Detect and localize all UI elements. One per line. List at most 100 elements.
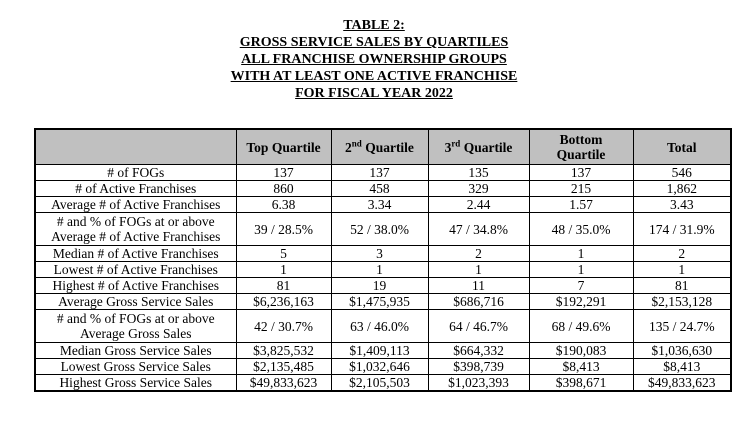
value-cell: 7: [528, 277, 634, 294]
value-cell: 6.38: [235, 196, 332, 213]
value-cell: 329: [427, 180, 530, 197]
title-line: FOR FISCAL YEAR 2022: [295, 86, 453, 101]
value-cell: $1,036,630: [632, 342, 732, 359]
value-cell: 137: [528, 164, 634, 181]
value-cell: $1,023,393: [427, 374, 530, 392]
table-row: Highest Gross Service Sales $49,833,623 …: [34, 374, 732, 392]
value-cell: $2,153,128: [632, 293, 732, 310]
value-cell: 1: [632, 261, 732, 278]
value-cell: 19: [330, 277, 429, 294]
value-cell: 42 / 30.7%: [235, 309, 332, 343]
value-cell: 1: [427, 261, 530, 278]
value-cell: 1.57: [528, 196, 634, 213]
value-cell: 81: [235, 277, 332, 294]
value-cell: $2,135,485: [235, 358, 332, 375]
value-cell: 2: [427, 245, 530, 262]
value-cell: 11: [427, 277, 530, 294]
value-cell: $686,716: [427, 293, 530, 310]
table-row: Average # of Active Franchises 6.38 3.34…: [34, 196, 732, 213]
row-label: Median # of Active Franchises: [34, 245, 237, 262]
value-cell: 137: [235, 164, 332, 181]
row-label: Lowest # of Active Franchises: [34, 261, 237, 278]
value-cell: 458: [330, 180, 429, 197]
table-header-row: Top Quartile 2nd Quartile 3rd Quartile B…: [34, 128, 732, 165]
value-cell: 135: [427, 164, 530, 181]
value-cell: $664,332: [427, 342, 530, 359]
value-cell: $8,413: [632, 358, 732, 375]
column-header-2nd-quartile: 2nd Quartile: [330, 128, 429, 165]
table-row: Lowest Gross Service Sales $2,135,485 $1…: [34, 358, 732, 375]
value-cell: $398,739: [427, 358, 530, 375]
value-cell: 546: [632, 164, 732, 181]
row-label: # of FOGs: [34, 164, 237, 181]
value-cell: 1: [330, 261, 429, 278]
row-label: # and % of FOGs at or above Average # of…: [34, 212, 237, 246]
row-label: Highest # of Active Franchises: [34, 277, 237, 294]
value-cell: 135 / 24.7%: [632, 309, 732, 343]
column-header-top-quartile: Top Quartile: [235, 128, 332, 165]
value-cell: 1: [528, 261, 634, 278]
value-cell: $398,671: [528, 374, 634, 392]
value-cell: 63 / 46.0%: [330, 309, 429, 343]
value-cell: $1,475,935: [330, 293, 429, 310]
table-row: Average Gross Service Sales $6,236,163 $…: [34, 293, 732, 310]
value-cell: 215: [528, 180, 634, 197]
value-cell: 47 / 34.8%: [427, 212, 530, 246]
value-cell: $1,409,113: [330, 342, 429, 359]
value-cell: 1,862: [632, 180, 732, 197]
title-line: TABLE 2:: [343, 18, 405, 33]
value-cell: 3.34: [330, 196, 429, 213]
value-cell: 64 / 46.7%: [427, 309, 530, 343]
value-cell: 174 / 31.9%: [632, 212, 732, 246]
quartiles-table: Top Quartile 2nd Quartile 3rd Quartile B…: [34, 128, 732, 392]
table-row: Median # of Active Franchises 5 3 2 1 2: [34, 245, 732, 262]
value-cell: $192,291: [528, 293, 634, 310]
row-label: Highest Gross Service Sales: [34, 374, 237, 392]
value-cell: $6,236,163: [235, 293, 332, 310]
value-cell: $2,105,503: [330, 374, 429, 392]
table-row: Median Gross Service Sales $3,825,532 $1…: [34, 342, 732, 359]
table-row: Lowest # of Active Franchises 1 1 1 1 1: [34, 261, 732, 278]
column-header-bottom-quartile: Bottom Quartile: [528, 128, 634, 165]
value-cell: 137: [330, 164, 429, 181]
value-cell: 48 / 35.0%: [528, 212, 634, 246]
value-cell: 2.44: [427, 196, 530, 213]
value-cell: $49,833,623: [632, 374, 732, 392]
value-cell: $1,032,646: [330, 358, 429, 375]
title-line: WITH AT LEAST ONE ACTIVE FRANCHISE: [230, 69, 518, 84]
value-cell: 81: [632, 277, 732, 294]
value-cell: $49,833,623: [235, 374, 332, 392]
value-cell: 2: [632, 245, 732, 262]
value-cell: 1: [235, 261, 332, 278]
table-row: # and % of FOGs at or above Average Gros…: [34, 309, 732, 343]
row-label: # of Active Franchises: [34, 180, 237, 197]
table-row: # and % of FOGs at or above Average # of…: [34, 212, 732, 246]
row-label: # and % of FOGs at or above Average Gros…: [34, 309, 237, 343]
column-header-3rd-quartile: 3rd Quartile: [427, 128, 530, 165]
value-cell: 68 / 49.6%: [528, 309, 634, 343]
row-label: Average # of Active Franchises: [34, 196, 237, 213]
value-cell: 52 / 38.0%: [330, 212, 429, 246]
table-row: Highest # of Active Franchises 81 19 11 …: [34, 277, 732, 294]
value-cell: 5: [235, 245, 332, 262]
value-cell: $3,825,532: [235, 342, 332, 359]
title-line: ALL FRANCHISE OWNERSHIP GROUPS: [241, 52, 507, 67]
value-cell: 1: [528, 245, 634, 262]
corner-header: [34, 128, 237, 165]
row-label: Median Gross Service Sales: [34, 342, 237, 359]
value-cell: 39 / 28.5%: [235, 212, 332, 246]
value-cell: 860: [235, 180, 332, 197]
value-cell: 3.43: [632, 196, 732, 213]
value-cell: $8,413: [528, 358, 634, 375]
row-label: Average Gross Service Sales: [34, 293, 237, 310]
value-cell: 3: [330, 245, 429, 262]
title-line: GROSS SERVICE SALES BY QUARTILES: [239, 35, 509, 50]
table-row: # of FOGs 137 137 135 137 546: [34, 164, 732, 181]
column-header-total: Total: [632, 128, 732, 165]
value-cell: $190,083: [528, 342, 634, 359]
table-row: # of Active Franchises 860 458 329 215 1…: [34, 180, 732, 197]
row-label: Lowest Gross Service Sales: [34, 358, 237, 375]
table-body: # of FOGs 137 137 135 137 546 # of Activ…: [34, 164, 732, 392]
page-title: TABLE 2: GROSS SERVICE SALES BY QUARTILE…: [0, 17, 748, 102]
